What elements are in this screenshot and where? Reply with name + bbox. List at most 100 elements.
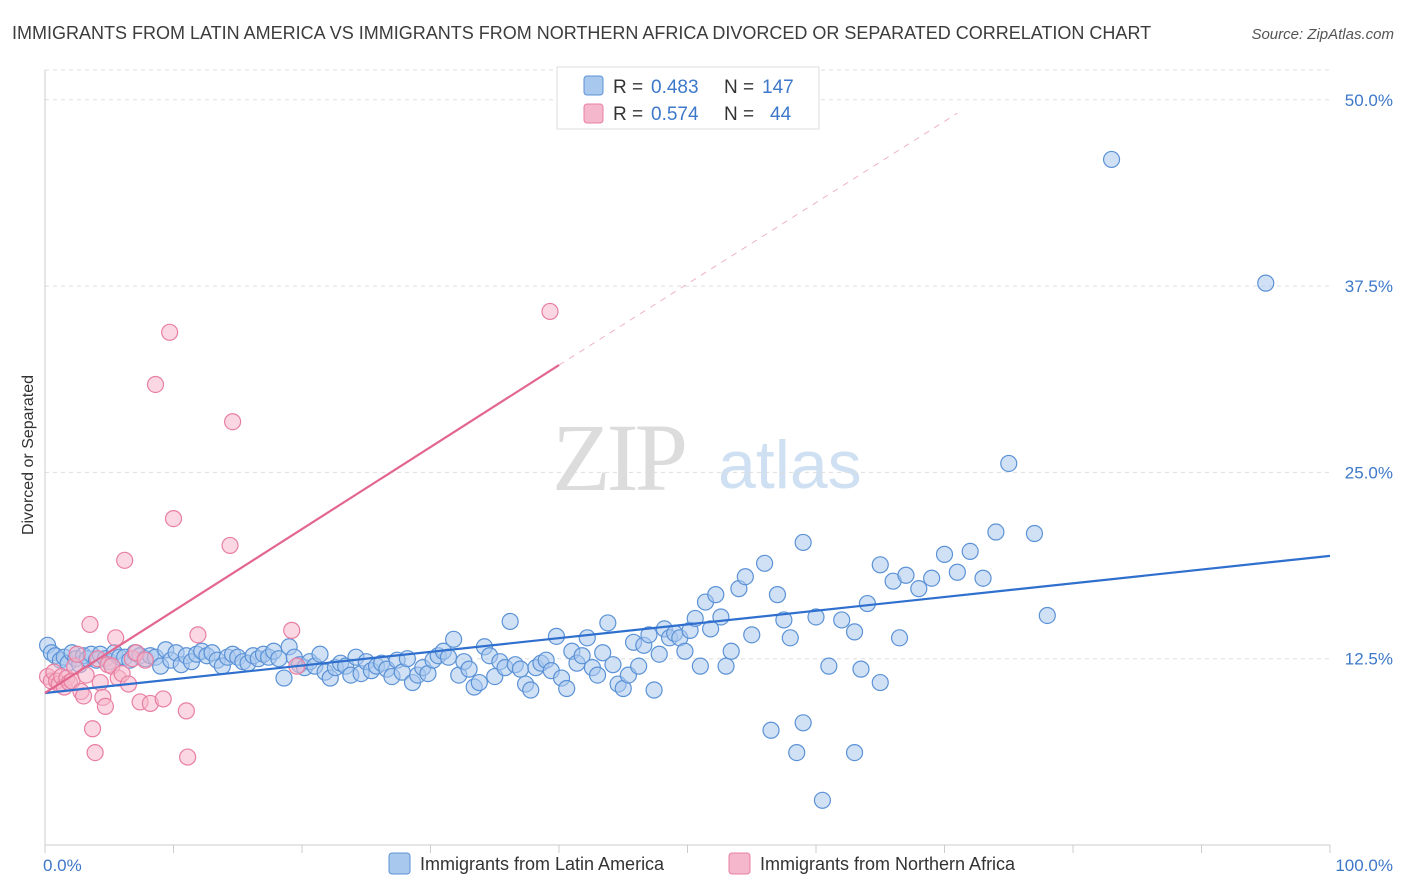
point-latin-america [1257, 274, 1275, 292]
point-latin-america [935, 545, 954, 563]
point-northern-africa [136, 651, 154, 669]
point-northern-africa [146, 375, 165, 394]
legend-r-value-1: 0.483 [651, 77, 699, 98]
point-northern-africa [107, 629, 125, 647]
point-latin-america [755, 554, 774, 572]
point-latin-america [1025, 524, 1044, 543]
point-latin-america [775, 611, 793, 629]
legend-r-value-2: 0.574 [651, 104, 699, 125]
point-northern-africa [81, 615, 99, 634]
watermark-zip: ZIP [552, 404, 685, 511]
legend-r-label-2: R = [613, 104, 643, 125]
point-latin-america [910, 580, 928, 598]
point-latin-america [788, 743, 806, 762]
point-northern-africa [154, 690, 172, 708]
trend-lines [558, 112, 958, 366]
point-latin-america [871, 673, 889, 692]
point-latin-america [594, 644, 612, 662]
point-latin-america [604, 656, 622, 674]
bottom-legend-label-northern-africa: Immigrants from Northern Africa [760, 854, 1016, 874]
x-tick-label-max: 100.0% [1335, 856, 1393, 875]
legend-swatch-pink [583, 103, 604, 124]
x-tick-label-min: 0.0% [43, 856, 82, 875]
point-latin-america [470, 673, 488, 692]
point-latin-america [522, 681, 540, 699]
point-latin-america [707, 586, 725, 604]
point-latin-america [736, 568, 754, 586]
point-latin-america [645, 681, 663, 699]
legend-r-label-1: R = [613, 77, 643, 98]
trend-lines-solid [44, 364, 1331, 695]
point-latin-america [781, 629, 799, 647]
bottom-legend-swatch-pink [728, 852, 751, 875]
point-northern-africa [86, 743, 104, 762]
point-northern-africa [68, 645, 86, 663]
point-latin-america [501, 612, 519, 631]
series-legend: Immigrants from Latin America Immigrants… [388, 852, 1016, 875]
point-latin-america [599, 614, 617, 632]
point-latin-america [460, 660, 478, 678]
point-latin-america [275, 669, 293, 687]
trend-line-latin-america [44, 554, 1331, 695]
legend-n-value-1: 147 [762, 77, 794, 98]
point-latin-america [547, 627, 566, 645]
trend-line-northern-africa-extension [558, 112, 958, 366]
point-latin-america [1038, 606, 1056, 625]
point-latin-america [743, 626, 761, 644]
y-tick-label: 12.5% [1345, 650, 1393, 669]
point-latin-america [511, 660, 530, 678]
point-northern-africa [164, 510, 183, 528]
point-latin-america [813, 791, 832, 809]
point-latin-america [820, 657, 838, 675]
point-latin-america [794, 714, 812, 732]
point-latin-america [768, 586, 787, 604]
bottom-legend-label-latin-america: Immigrants from Latin America [420, 854, 665, 874]
point-latin-america [573, 647, 591, 665]
point-latin-america [578, 629, 596, 647]
trend-line-northern-africa [44, 364, 560, 694]
y-tick-label: 25.0% [1345, 463, 1393, 482]
series-northern-africa-points [38, 302, 559, 766]
point-latin-america [890, 629, 909, 647]
point-latin-america [1102, 150, 1121, 169]
y-tick-labels: 12.5% 25.0% 37.5% 50.0% [1345, 91, 1393, 669]
point-latin-america [987, 523, 1005, 541]
point-northern-africa [179, 748, 197, 766]
legend-swatch-blue [583, 75, 604, 96]
point-northern-africa [224, 413, 242, 431]
point-latin-america [762, 721, 780, 739]
point-latin-america [948, 563, 966, 581]
point-latin-america [712, 608, 730, 626]
point-latin-america [588, 666, 607, 684]
point-latin-america [630, 657, 648, 675]
legend-n-label-2: N = [724, 104, 754, 125]
axes [44, 70, 1331, 853]
point-latin-america [871, 556, 889, 574]
point-northern-africa [161, 323, 179, 341]
point-latin-america [311, 645, 329, 663]
bottom-legend-swatch-blue [388, 852, 411, 875]
stats-legend: R = 0.483 N = 147 R = 0.574 N = 44 [556, 66, 820, 130]
point-latin-america [794, 533, 812, 552]
point-latin-america [833, 611, 851, 629]
point-latin-america [558, 679, 576, 698]
point-northern-africa [221, 536, 239, 555]
legend-n-value-2: 44 [770, 104, 792, 125]
point-latin-america [845, 743, 864, 762]
point-latin-america [1000, 454, 1018, 473]
point-latin-america [640, 626, 658, 644]
point-latin-america [650, 645, 668, 663]
y-axis-label: Divorced or Separated [20, 375, 37, 535]
point-northern-africa [177, 702, 195, 720]
point-latin-america [691, 657, 709, 675]
point-latin-america [845, 623, 864, 641]
point-latin-america [961, 542, 979, 560]
point-latin-america [676, 642, 694, 660]
point-latin-america [852, 660, 870, 678]
point-latin-america [807, 608, 825, 626]
chart-title: IMMIGRANTS FROM LATIN AMERICA VS IMMIGRA… [12, 23, 1151, 43]
point-northern-africa [96, 697, 114, 715]
point-northern-africa [541, 302, 559, 321]
point-latin-america [897, 566, 915, 584]
